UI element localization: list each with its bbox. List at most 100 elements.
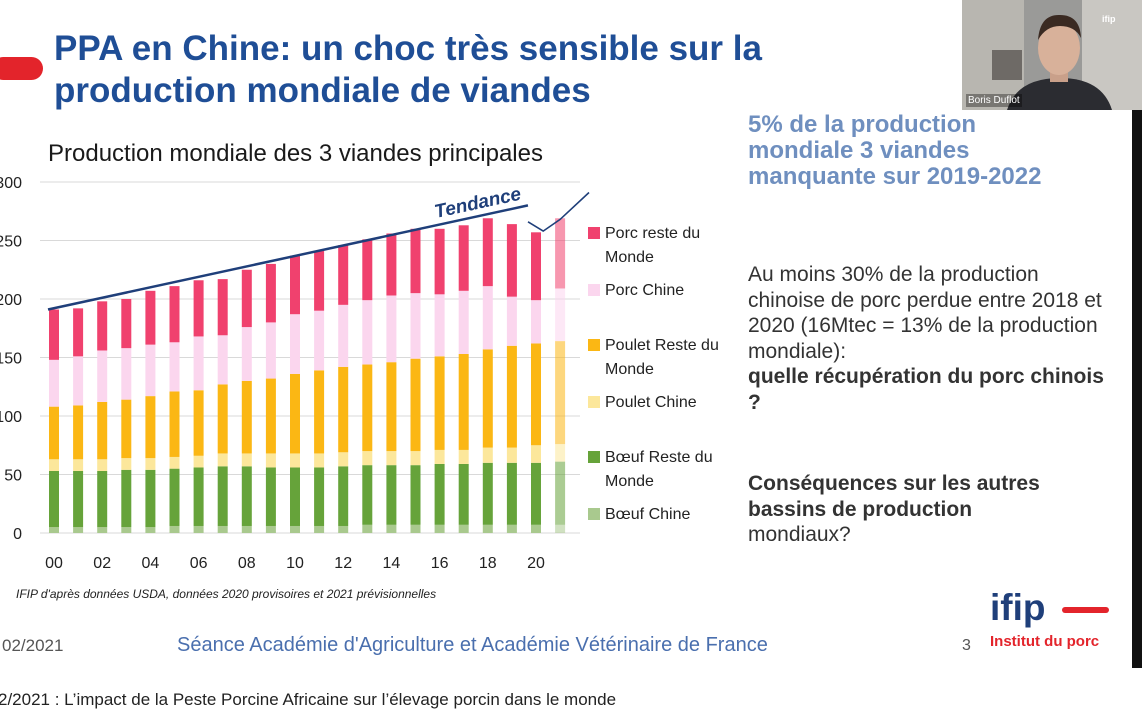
legend-item: Bœuf Reste du Monde: [588, 446, 733, 494]
bar-segment: [217, 384, 228, 454]
slide-title: PPA en Chine: un choc très sensible sur …: [54, 29, 762, 110]
y-tick-label: 150: [0, 351, 22, 368]
bar-segment: [338, 466, 349, 526]
bar-segment: [169, 391, 180, 457]
bar-segment: [217, 279, 228, 336]
footer-date: 02/2021: [2, 636, 64, 655]
bar-segment: [193, 467, 204, 526]
bar-segment: [49, 459, 59, 471]
bar-segment: [482, 218, 493, 287]
bar-segment: [290, 255, 300, 315]
bar-segment: [145, 469, 156, 528]
bar-segment: [458, 225, 469, 291]
legend-swatch: [588, 451, 600, 463]
bar-segment: [314, 251, 325, 311]
bar-segment: [410, 451, 421, 466]
bar-segment: [410, 465, 421, 525]
bar-segment: [73, 470, 84, 528]
bar-segment: [506, 462, 517, 525]
paragraph-1: Au moins 30% de la production chinoise d…: [748, 262, 1118, 415]
bar-segment: [555, 444, 566, 462]
y-tick-label: 0: [13, 526, 22, 543]
ifip-logo-subtitle: Institut du porc: [990, 633, 1100, 650]
bar-segment: [555, 524, 566, 533]
y-tick-label: 250: [0, 234, 22, 251]
legend-item: Poulet Chine: [588, 391, 733, 415]
bar-segment: [265, 467, 276, 526]
bar-segment: [386, 295, 397, 363]
bar-segment: [482, 524, 493, 533]
bar-segment: [73, 308, 84, 357]
bar-segment: [458, 449, 469, 464]
bar-segment: [434, 228, 445, 295]
bar-segment: [458, 463, 469, 525]
legend-label: Poulet Chine: [605, 394, 697, 411]
bar-segment: [482, 286, 493, 350]
video-caption: 2/2021 : L’impact de la Peste Porcine Af…: [0, 690, 617, 709]
y-tick-label: 100: [0, 409, 22, 426]
bar-segment: [193, 336, 204, 391]
bar-segment: [362, 451, 373, 466]
trend-line: [47, 204, 529, 311]
legend-label: Bœuf Chine: [605, 506, 691, 523]
bar-segment: [49, 309, 59, 360]
bar-segment: [506, 345, 517, 448]
bar-segment: [386, 465, 397, 525]
legend-swatch: [588, 227, 600, 239]
webcam-overlay: Boris Duflot ifip: [962, 0, 1142, 110]
page-number: 3: [962, 637, 971, 654]
legend-label: Porc reste du Monde: [605, 225, 701, 266]
bar-segment: [169, 456, 180, 469]
bar-segment: [217, 525, 228, 533]
legend-item: Bœuf Chine: [588, 503, 733, 527]
bar-segment: [410, 293, 421, 359]
bar-segment: [362, 524, 373, 533]
outlook-curve: [527, 191, 590, 233]
bar-segment: [362, 239, 373, 301]
legend-label: Poulet Reste du Monde: [605, 337, 719, 378]
bar-segment: [555, 341, 566, 445]
bar-segment: [314, 310, 325, 371]
x-tick-label: 12: [334, 555, 352, 572]
legend-item: Poulet Reste du Monde: [588, 334, 733, 382]
x-tick-label: 14: [383, 555, 401, 572]
bar-segment: [338, 525, 349, 533]
bar-segment: [193, 455, 204, 468]
ifip-logo: ifip Institut du porc: [990, 588, 1115, 658]
bar-segment: [241, 269, 252, 328]
bar-segment: [458, 353, 469, 450]
bar-segment: [338, 304, 349, 367]
x-tick-label: 08: [238, 555, 256, 572]
bar-segment: [362, 364, 373, 452]
legend-item: Porc Chine: [588, 279, 733, 303]
bar-segment: [49, 406, 59, 460]
bar-segment: [121, 348, 132, 400]
bar-segment: [265, 263, 276, 323]
bar-segment: [290, 453, 300, 468]
bar-segment: [49, 470, 59, 528]
bar-segment: [555, 461, 566, 525]
chart-title: Production mondiale des 3 viandes princi…: [48, 140, 543, 167]
legend-item: Porc reste du Monde: [588, 222, 733, 270]
webcam-logo: ifip: [1102, 14, 1116, 24]
bar-segment: [531, 232, 541, 301]
bar-segment: [482, 462, 493, 525]
bar-segment: [506, 296, 517, 346]
ifip-logo-bar: [1062, 607, 1109, 613]
bar-segment: [434, 463, 445, 525]
bar-segment: [555, 218, 566, 289]
legend-swatch: [588, 396, 600, 408]
bar-segment: [434, 524, 445, 533]
bar-segment: [555, 288, 566, 342]
bar-segment: [506, 524, 517, 533]
paragraph-1-bold: quelle récupération du porc chinois ?: [748, 365, 1104, 414]
bar-segment: [506, 224, 517, 297]
bar-segment: [217, 453, 228, 467]
bar-segment: [386, 362, 397, 452]
bar-segment: [145, 344, 156, 397]
bar-segment: [338, 245, 349, 305]
bar-segment: [386, 524, 397, 533]
bar-segment: [241, 466, 252, 526]
paragraph-2-bold: Conséquences sur les autres bassins de p…: [748, 472, 1040, 521]
bar-segment: [338, 366, 349, 453]
